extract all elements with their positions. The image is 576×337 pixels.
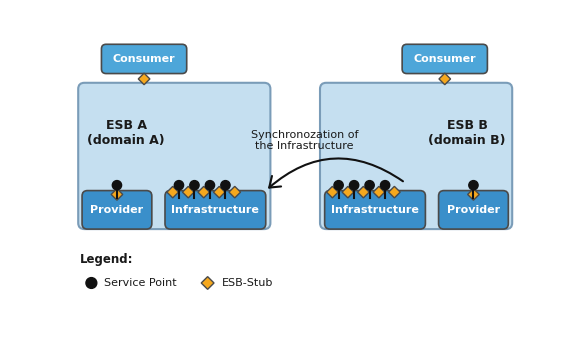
Polygon shape <box>327 186 338 198</box>
Text: Service Point: Service Point <box>104 278 176 288</box>
Circle shape <box>221 181 230 190</box>
Polygon shape <box>111 189 123 200</box>
Polygon shape <box>468 189 479 200</box>
FancyBboxPatch shape <box>82 191 152 229</box>
Polygon shape <box>342 186 354 198</box>
Polygon shape <box>439 73 450 85</box>
Polygon shape <box>183 186 194 198</box>
Text: Synchronozation of
the Infrastructure: Synchronozation of the Infrastructure <box>251 130 358 151</box>
Polygon shape <box>167 186 179 198</box>
Text: Legend:: Legend: <box>79 253 133 266</box>
FancyBboxPatch shape <box>438 191 509 229</box>
Polygon shape <box>201 277 214 289</box>
Polygon shape <box>229 186 241 198</box>
FancyBboxPatch shape <box>78 83 270 229</box>
Text: Consumer: Consumer <box>414 54 476 64</box>
Circle shape <box>175 181 184 190</box>
Circle shape <box>381 181 390 190</box>
Text: Provider: Provider <box>90 205 143 215</box>
Text: Consumer: Consumer <box>113 54 175 64</box>
FancyBboxPatch shape <box>402 44 487 73</box>
Text: Infrastructure: Infrastructure <box>331 205 419 215</box>
FancyBboxPatch shape <box>325 191 426 229</box>
FancyBboxPatch shape <box>320 83 512 229</box>
Polygon shape <box>138 73 150 85</box>
Circle shape <box>350 181 359 190</box>
Polygon shape <box>358 186 369 198</box>
Circle shape <box>365 181 374 190</box>
FancyBboxPatch shape <box>165 191 266 229</box>
Circle shape <box>469 181 478 190</box>
Text: ESB-Stub: ESB-Stub <box>222 278 273 288</box>
Text: Provider: Provider <box>447 205 500 215</box>
FancyArrowPatch shape <box>269 158 403 188</box>
Text: ESB A
(domain A): ESB A (domain A) <box>88 119 165 147</box>
FancyBboxPatch shape <box>101 44 187 73</box>
Polygon shape <box>373 186 385 198</box>
Circle shape <box>112 181 122 190</box>
Polygon shape <box>214 186 225 198</box>
Text: Infrastructure: Infrastructure <box>172 205 259 215</box>
Text: ESB B
(domain B): ESB B (domain B) <box>429 119 506 147</box>
Polygon shape <box>389 186 400 198</box>
Circle shape <box>205 181 215 190</box>
Circle shape <box>86 278 97 288</box>
Polygon shape <box>198 186 210 198</box>
Circle shape <box>190 181 199 190</box>
Circle shape <box>334 181 343 190</box>
